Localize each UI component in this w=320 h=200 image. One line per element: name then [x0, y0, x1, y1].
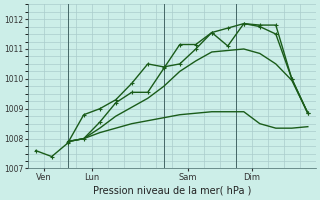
X-axis label: Pression niveau de la mer( hPa ): Pression niveau de la mer( hPa )	[92, 186, 251, 196]
